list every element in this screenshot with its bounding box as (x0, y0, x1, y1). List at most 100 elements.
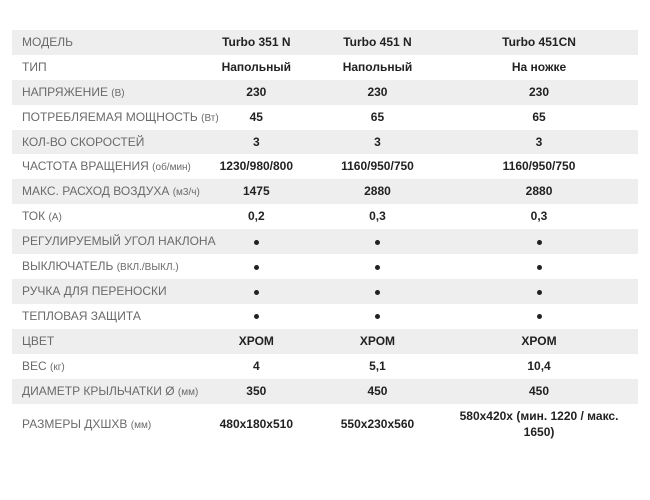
cell-value (436, 279, 638, 304)
row-unit: (ВКЛ./ВЫКЛ.) (117, 262, 179, 273)
cell-text: 2880 (526, 184, 553, 198)
cell-text: 1475 (243, 184, 270, 198)
row-label: ВЫКЛЮЧАТЕЛЬ (ВКЛ./ВЫКЛ.) (12, 254, 194, 279)
cell-value: 3 (315, 130, 436, 155)
row-label: ЧАСТОТА ВРАЩЕНИЯ (об/мин) (12, 154, 194, 179)
row-label-text: МОДЕЛЬ (22, 35, 73, 49)
table-row: ПОТРЕБЛЯЕМАЯ МОЩНОСТЬ (Вт)456565 (12, 105, 638, 130)
cell-text: 3 (374, 135, 381, 149)
cell-value: 65 (315, 105, 436, 130)
cell-value: 1160/950/750 (436, 154, 638, 179)
cell-value: 450 (436, 379, 638, 404)
row-label: ТЕПЛОВАЯ ЗАЩИТА (12, 304, 194, 329)
bullet-icon (254, 314, 259, 319)
table-row: ВЫКЛЮЧАТЕЛЬ (ВКЛ./ВЫКЛ.) (12, 254, 638, 279)
cell-value: 2880 (436, 179, 638, 204)
cell-text: 1160/950/750 (341, 159, 414, 173)
cell-value: 5,1 (315, 354, 436, 379)
row-unit: (В) (111, 88, 124, 99)
cell-value: Напольный (194, 55, 315, 80)
spec-table-container: МОДЕЛЬ Turbo 351 N Turbo 451 N Turbo 451CN Т… (0, 0, 650, 455)
cell-value: 1475 (194, 179, 315, 204)
row-label: РАЗМЕРЫ ДХШХВ (мм) (12, 404, 194, 446)
row-label-text: ТОК (22, 209, 45, 223)
cell-value (436, 304, 638, 329)
cell-value: 350 (194, 379, 315, 404)
cell-text: 0,2 (248, 209, 265, 223)
cell-text: На ножке (512, 60, 566, 74)
bullet-icon (375, 240, 380, 245)
row-label-text: КОЛ-ВО СКОРОСТЕЙ (22, 135, 144, 149)
cell-value: 580x420x (мин. 1220 / макс. 1650) (436, 404, 638, 446)
table-row: ТИПНапольныйНапольныйНа ножке (12, 55, 638, 80)
row-unit: (мм) (131, 420, 151, 431)
cell-text: 10,4 (527, 359, 550, 373)
row-label: ДИАМЕТР КРЫЛЬЧАТКИ Ø (мм) (12, 379, 194, 404)
row-label: МАКС. РАСХОД ВОЗДУХА (м3/ч) (12, 179, 194, 204)
table-row: МОДЕЛЬ Turbo 351 N Turbo 451 N Turbo 451CN (12, 30, 638, 55)
table-row: КОЛ-ВО СКОРОСТЕЙ333 (12, 130, 638, 155)
table-row: ЦВЕТХРОМХРОМХРОМ (12, 329, 638, 354)
cell-value (315, 254, 436, 279)
row-label-text: РАЗМЕРЫ ДХШХВ (22, 417, 127, 431)
table-row: РУЧКА ДЛЯ ПЕРЕНОСКИ (12, 279, 638, 304)
spec-table: МОДЕЛЬ Turbo 351 N Turbo 451 N Turbo 451CN Т… (12, 30, 638, 445)
cell-value: Turbo 351 N (194, 30, 315, 55)
cell-text: Turbo 451CN (502, 35, 576, 49)
table-row: ТОК (А)0,20,30,3 (12, 204, 638, 229)
cell-text: Turbo 351 N (222, 35, 290, 49)
table-row: РАЗМЕРЫ ДХШХВ (мм)480x180x510550x230x560… (12, 404, 638, 446)
cell-value: Turbo 451 N (315, 30, 436, 55)
bullet-icon (375, 265, 380, 270)
cell-value: Turbo 451CN (436, 30, 638, 55)
cell-text: Напольный (222, 60, 292, 74)
cell-value: ХРОМ (315, 329, 436, 354)
row-label: РЕГУЛИРУЕМЫЙ УГОЛ НАКЛОНА (12, 229, 194, 254)
cell-text: ХРОМ (239, 334, 274, 348)
bullet-icon (537, 240, 542, 245)
cell-text: 3 (536, 135, 543, 149)
cell-text: 230 (246, 85, 266, 99)
cell-text: 230 (367, 85, 387, 99)
cell-value (194, 304, 315, 329)
row-label-text: НАПРЯЖЕНИЕ (22, 85, 108, 99)
row-label: ТОК (А) (12, 204, 194, 229)
cell-value (315, 279, 436, 304)
cell-value: 1230/980/800 (194, 154, 315, 179)
row-label: ПОТРЕБЛЯЕМАЯ МОЩНОСТЬ (Вт) (12, 105, 194, 130)
table-row: ЧАСТОТА ВРАЩЕНИЯ (об/мин)1230/980/800 116… (12, 154, 638, 179)
table-row: ДИАМЕТР КРЫЛЬЧАТКИ Ø (мм)350450450 (12, 379, 638, 404)
cell-value: 230 (194, 80, 315, 105)
cell-value: 550x230x560 (315, 404, 436, 446)
row-label-text: ПОТРЕБЛЯЕМАЯ МОЩНОСТЬ (22, 110, 198, 124)
row-unit: (мм) (178, 387, 198, 398)
cell-text: 580x420x (мин. 1220 / макс. 1650) (460, 409, 619, 440)
cell-text: 230 (529, 85, 549, 99)
cell-value (436, 254, 638, 279)
cell-value (315, 304, 436, 329)
cell-value: 3 (436, 130, 638, 155)
row-label-text: ЦВЕТ (22, 334, 54, 348)
cell-value: На ножке (436, 55, 638, 80)
row-label-text: РУЧКА ДЛЯ ПЕРЕНОСКИ (22, 284, 167, 298)
bullet-icon (537, 290, 542, 295)
cell-value: 1160/950/750 (315, 154, 436, 179)
cell-value: 4 (194, 354, 315, 379)
cell-text: 0,3 (369, 209, 386, 223)
cell-text: 65 (532, 110, 545, 124)
row-label: ТИП (12, 55, 194, 80)
cell-text: Turbo 451 N (343, 35, 411, 49)
cell-value: 230 (315, 80, 436, 105)
cell-value: 65 (436, 105, 638, 130)
row-unit: (об/мин) (152, 162, 191, 173)
cell-value (194, 254, 315, 279)
cell-text: 550x230x560 (341, 417, 414, 431)
row-unit: (А) (48, 212, 61, 223)
row-unit: (м3/ч) (173, 187, 200, 198)
cell-value: ХРОМ (436, 329, 638, 354)
bullet-icon (537, 265, 542, 270)
row-label: НАПРЯЖЕНИЕ (В) (12, 80, 194, 105)
row-label-text: ЧАСТОТА ВРАЩЕНИЯ (22, 159, 149, 173)
row-label-text: ВЕС (22, 359, 47, 373)
bullet-icon (254, 265, 259, 270)
